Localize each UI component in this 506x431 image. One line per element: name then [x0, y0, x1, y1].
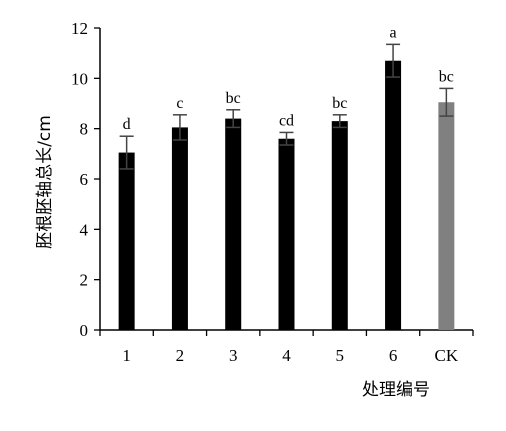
significance-label: cd — [279, 112, 294, 129]
bar — [331, 121, 348, 330]
x-tick-label: CK — [435, 346, 459, 365]
bar — [385, 60, 402, 330]
x-axis-title: 处理编号 — [362, 380, 430, 400]
y-tick-label: 10 — [71, 69, 88, 88]
x-tick-label: 6 — [389, 346, 398, 365]
bar — [278, 138, 295, 330]
x-tick-label: 1 — [122, 346, 131, 365]
significance-label: a — [390, 24, 397, 41]
x-tick-label: 4 — [282, 346, 291, 365]
bar — [225, 118, 242, 330]
bar — [118, 152, 135, 330]
significance-label: bc — [226, 90, 241, 107]
y-tick-label: 6 — [80, 170, 89, 189]
bar — [438, 102, 455, 330]
y-axis-title: 胚根胚轴总长/cm — [35, 115, 55, 249]
x-tick-label: 2 — [176, 346, 185, 365]
plot-area: 0 2 4 6 8 10 12 d 1 c 2 bc 3 cd 4 bc 5 a 6 bc CK — [71, 19, 474, 365]
y-tick-label: 8 — [80, 120, 89, 139]
y-tick-label: 4 — [80, 220, 89, 239]
y-tick-label: 12 — [71, 19, 88, 38]
significance-label: bc — [439, 68, 454, 85]
bar — [171, 127, 188, 331]
y-tick-label: 0 — [80, 321, 89, 340]
x-tick-label: 3 — [229, 346, 238, 365]
significance-label: bc — [332, 95, 347, 112]
x-tick-label: 5 — [336, 346, 345, 365]
significance-label: d — [123, 116, 131, 133]
y-tick-label: 2 — [80, 271, 89, 290]
significance-label: c — [176, 95, 183, 112]
